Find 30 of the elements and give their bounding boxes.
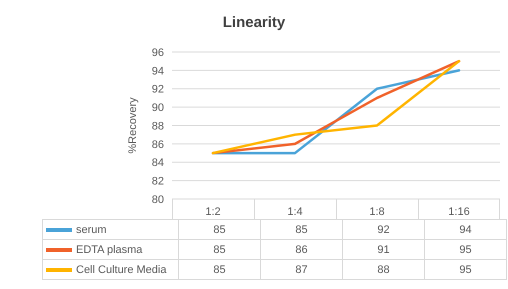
data-label: 88 [342, 260, 424, 280]
legend-label: EDTA plasma [42, 240, 178, 260]
y-tick-label: 84 [152, 157, 164, 170]
y-tick-label: 80 [152, 194, 164, 206]
data-label: 95 [424, 260, 506, 280]
y-tick-label: 82 [152, 176, 164, 188]
data-label: 87 [260, 260, 342, 280]
data-label: 86 [260, 240, 342, 260]
data-label: 91 [342, 240, 424, 260]
data-label: 85 [178, 220, 260, 240]
x-tick-label: 1:8 [369, 206, 385, 218]
chart-title: Linearity [222, 14, 286, 31]
legend-label: serum [42, 220, 178, 240]
data-label: 85 [178, 260, 260, 280]
y-tick-label: 88 [152, 120, 164, 132]
x-tick-label: 1:16 [448, 206, 470, 218]
y-axis-title: %Recovery [126, 96, 139, 154]
y-tick-label: 94 [152, 65, 164, 78]
y-tick-label: 86 [152, 138, 164, 151]
data-label: 85 [260, 220, 342, 240]
x-tick-label: 1:4 [287, 206, 303, 218]
data-label: 95 [424, 240, 506, 260]
y-tick-label: 96 [152, 46, 164, 59]
y-tick-label: 90 [152, 102, 164, 114]
y-tick-label: 92 [152, 84, 164, 96]
data-label: 94 [424, 220, 506, 240]
data-label: 92 [342, 220, 424, 240]
legend-label: Cell Culture Media [42, 260, 178, 280]
x-tick-label: 1:2 [205, 206, 221, 218]
data-label: 85 [178, 240, 260, 260]
